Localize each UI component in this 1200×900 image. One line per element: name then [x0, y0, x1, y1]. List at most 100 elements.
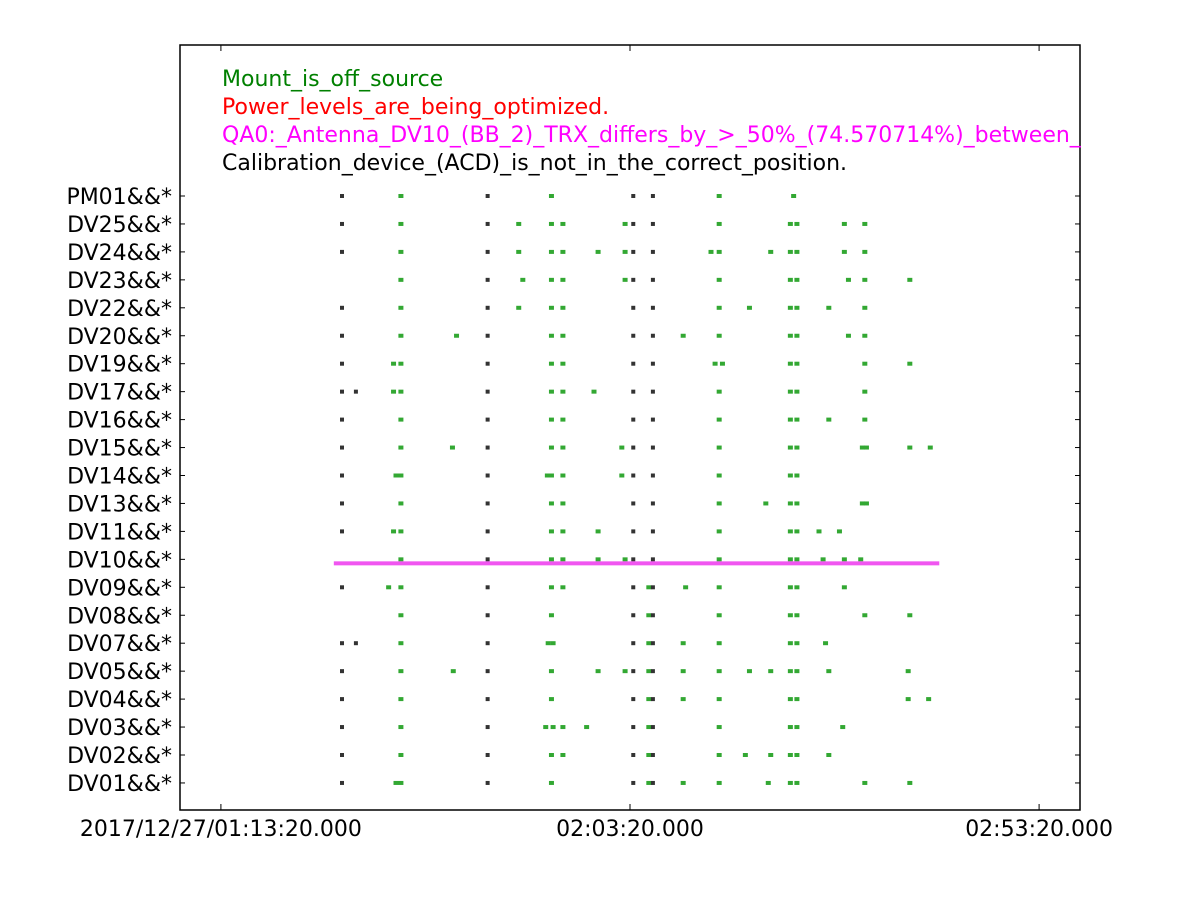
green-flag-mark	[794, 529, 800, 534]
green-flag-mark	[712, 361, 718, 366]
x-tick-label: 02:03:20.000	[556, 817, 704, 842]
green-flag-mark	[646, 725, 652, 730]
black-flag-mark	[353, 641, 358, 646]
green-flag-mark	[787, 473, 793, 478]
black-flag-mark	[631, 753, 636, 757]
green-flag-mark	[716, 753, 722, 757]
y-tick-label: DV11&&*	[67, 520, 172, 545]
legend: Mount_is_off_source Power_levels_are_bein…	[222, 67, 1082, 176]
green-flag-mark	[560, 249, 566, 254]
y-tick-label: DV05&&*	[67, 660, 172, 685]
green-flag-mark	[454, 333, 460, 338]
green-flag-mark	[683, 585, 689, 590]
y-tick-label: DV04&&*	[67, 688, 172, 713]
green-flag-mark	[548, 333, 554, 338]
green-flag-mark	[841, 557, 847, 562]
green-flag-mark	[398, 669, 404, 674]
green-flag-mark	[391, 529, 397, 534]
black-flag-mark	[340, 753, 344, 757]
black-flag-mark	[353, 389, 358, 394]
green-flag-mark	[680, 697, 686, 702]
y-tick-label: DV03&&*	[67, 716, 172, 741]
green-flag-mark	[646, 613, 652, 618]
green-flag-mark	[398, 585, 404, 590]
green-flag-mark	[622, 669, 628, 674]
green-flag-mark	[746, 305, 752, 310]
green-flag-mark	[794, 780, 800, 785]
green-flag-mark	[543, 725, 549, 730]
green-flag-mark	[794, 277, 800, 282]
green-flag-mark	[907, 277, 913, 282]
green-flag-mark	[560, 725, 566, 730]
green-flag-mark	[391, 361, 397, 366]
green-flag-mark	[398, 333, 404, 338]
black-flag-mark	[631, 613, 636, 618]
green-flag-mark	[794, 641, 800, 646]
green-flag-mark	[787, 361, 793, 366]
black-flag-mark	[340, 780, 344, 785]
green-flag-mark	[859, 501, 865, 506]
green-flag-mark	[794, 669, 800, 674]
green-flag-mark	[907, 613, 913, 618]
black-flag-mark	[631, 473, 636, 478]
green-flag-mark	[927, 445, 933, 450]
black-flag-mark	[485, 473, 490, 478]
black-flag-mark	[485, 389, 490, 394]
green-flag-mark	[646, 585, 652, 590]
black-flag-mark	[340, 333, 344, 338]
green-flag-mark	[907, 780, 913, 785]
black-flag-mark	[485, 445, 490, 450]
black-flag-mark	[650, 361, 655, 366]
black-flag-mark	[650, 221, 655, 226]
green-flag-mark	[398, 641, 404, 646]
green-flag-mark	[716, 473, 722, 478]
x-axis: 2017/12/27/01:13:20.000 02:03:20.000 02:53…	[80, 45, 1113, 842]
black-flag-mark	[631, 221, 636, 226]
black-flag-mark	[631, 641, 636, 646]
legend-entry: Power_levels_are_being_optimized.	[222, 95, 609, 120]
green-flag-mark	[398, 417, 404, 422]
green-flag-mark	[862, 417, 868, 422]
black-flag-mark	[650, 249, 655, 254]
green-flag-mark	[787, 669, 793, 674]
black-flag-mark	[650, 194, 655, 198]
black-flag-mark	[485, 585, 490, 590]
green-flag-mark	[520, 277, 526, 282]
green-flag-mark	[398, 221, 404, 226]
green-flag-mark	[841, 221, 847, 226]
green-flag-mark	[716, 641, 722, 646]
black-flag-mark	[340, 445, 344, 450]
black-flag-mark	[485, 277, 490, 282]
y-axis: PM01&&* DV25&&* DV24&&* DV23&&* DV22&&* DV20&…	[66, 185, 1080, 797]
black-flag-mark	[485, 697, 490, 702]
black-flag-mark	[340, 585, 344, 590]
green-flag-mark	[545, 641, 551, 646]
green-flag-mark	[560, 501, 566, 506]
green-flag-mark	[548, 249, 554, 254]
green-flag-mark	[787, 417, 793, 422]
green-flag-mark	[560, 753, 566, 757]
green-flag-mark	[716, 389, 722, 394]
black-flag-mark	[650, 780, 655, 785]
y-tick-label: DV08&&*	[67, 604, 172, 629]
black-flag-mark	[650, 725, 655, 730]
green-flag-mark	[560, 305, 566, 310]
green-flag-mark	[787, 529, 793, 534]
black-flag-mark	[631, 361, 636, 366]
green-flag-mark	[787, 697, 793, 702]
green-flag-mark	[560, 361, 566, 366]
green-flag-mark	[823, 641, 829, 646]
green-flag-mark	[548, 361, 554, 366]
black-flag-mark	[631, 417, 636, 422]
black-flag-mark	[650, 613, 655, 618]
green-flag-mark	[787, 585, 793, 590]
green-flag-mark	[794, 473, 800, 478]
black-flag-mark	[650, 389, 655, 394]
green-flag-mark	[560, 445, 566, 450]
green-flag-mark	[560, 417, 566, 422]
green-flag-mark	[560, 221, 566, 226]
black-flag-mark	[650, 277, 655, 282]
green-flag-mark	[716, 333, 722, 338]
y-tick-label: DV23&&*	[67, 269, 172, 294]
black-flag-mark	[485, 361, 490, 366]
